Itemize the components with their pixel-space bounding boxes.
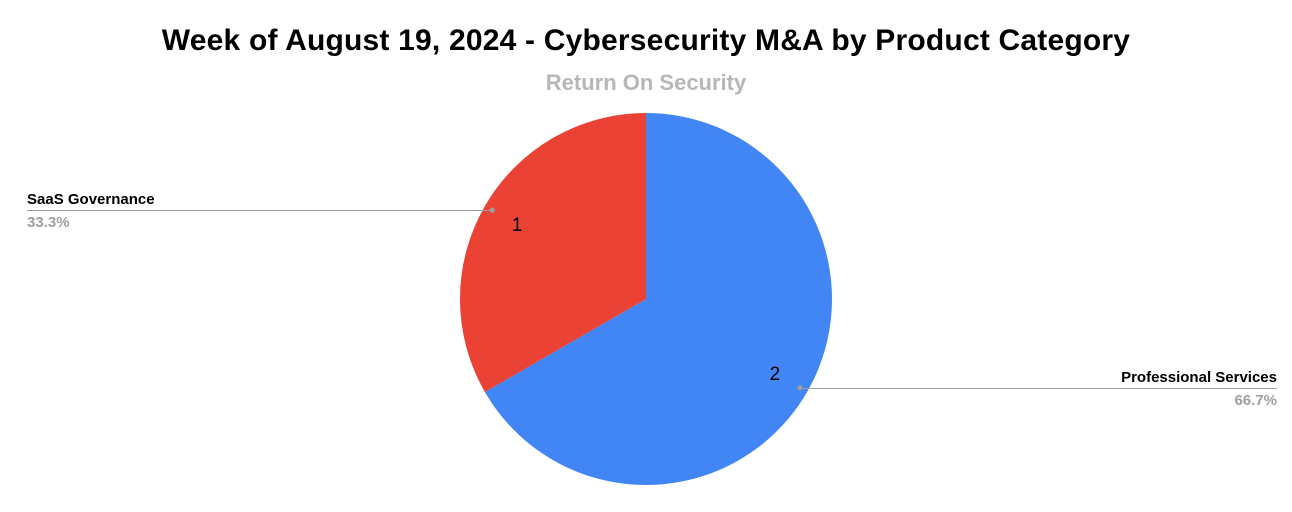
slice-value-label-0: 2 bbox=[770, 364, 781, 385]
chart-subtitle: Return On Security bbox=[545, 70, 747, 95]
slice-label-saas-governance: SaaS Governance bbox=[27, 191, 155, 208]
callout-saas-governance: SaaS Governance 33.3% bbox=[27, 190, 347, 232]
callout-professional-services: Professional Services 66.7% bbox=[957, 368, 1277, 410]
slice-label-professional-services: Professional Services bbox=[1121, 369, 1277, 386]
leader-dot-0 bbox=[797, 385, 803, 391]
leader-dot-1 bbox=[489, 207, 495, 213]
slice-percent-saas-governance: 33.3% bbox=[27, 214, 70, 231]
slice-percent-professional-services: 66.7% bbox=[1234, 392, 1277, 409]
pie-slice-0 bbox=[484, 113, 832, 485]
slice-value-label-1: 1 bbox=[512, 215, 523, 236]
chart-title: Week of August 19, 2024 - Cybersecurity … bbox=[161, 24, 1131, 57]
pie-slice-1 bbox=[459, 112, 646, 392]
